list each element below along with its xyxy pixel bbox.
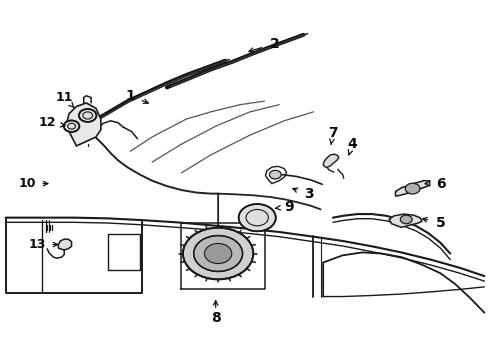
- Text: 1: 1: [125, 89, 135, 103]
- Circle shape: [270, 170, 281, 179]
- Polygon shape: [389, 214, 422, 227]
- Circle shape: [194, 235, 243, 271]
- Text: 3: 3: [304, 187, 313, 201]
- Polygon shape: [67, 103, 101, 146]
- Text: 11: 11: [55, 91, 73, 104]
- Circle shape: [239, 204, 276, 231]
- Circle shape: [79, 109, 97, 122]
- Text: 13: 13: [28, 238, 46, 251]
- Polygon shape: [58, 239, 72, 250]
- Circle shape: [400, 215, 412, 224]
- Circle shape: [64, 121, 79, 132]
- Text: 7: 7: [328, 126, 338, 140]
- Text: 10: 10: [19, 177, 36, 190]
- Text: 2: 2: [270, 37, 279, 51]
- Text: 5: 5: [436, 216, 445, 230]
- Circle shape: [405, 183, 420, 194]
- Text: 12: 12: [38, 116, 56, 129]
- Text: 6: 6: [436, 177, 445, 190]
- Text: 8: 8: [211, 311, 220, 325]
- Polygon shape: [323, 154, 339, 167]
- Text: 4: 4: [347, 137, 357, 151]
- Circle shape: [204, 243, 232, 264]
- Circle shape: [183, 228, 253, 279]
- Polygon shape: [395, 181, 430, 196]
- Text: 9: 9: [284, 200, 294, 214]
